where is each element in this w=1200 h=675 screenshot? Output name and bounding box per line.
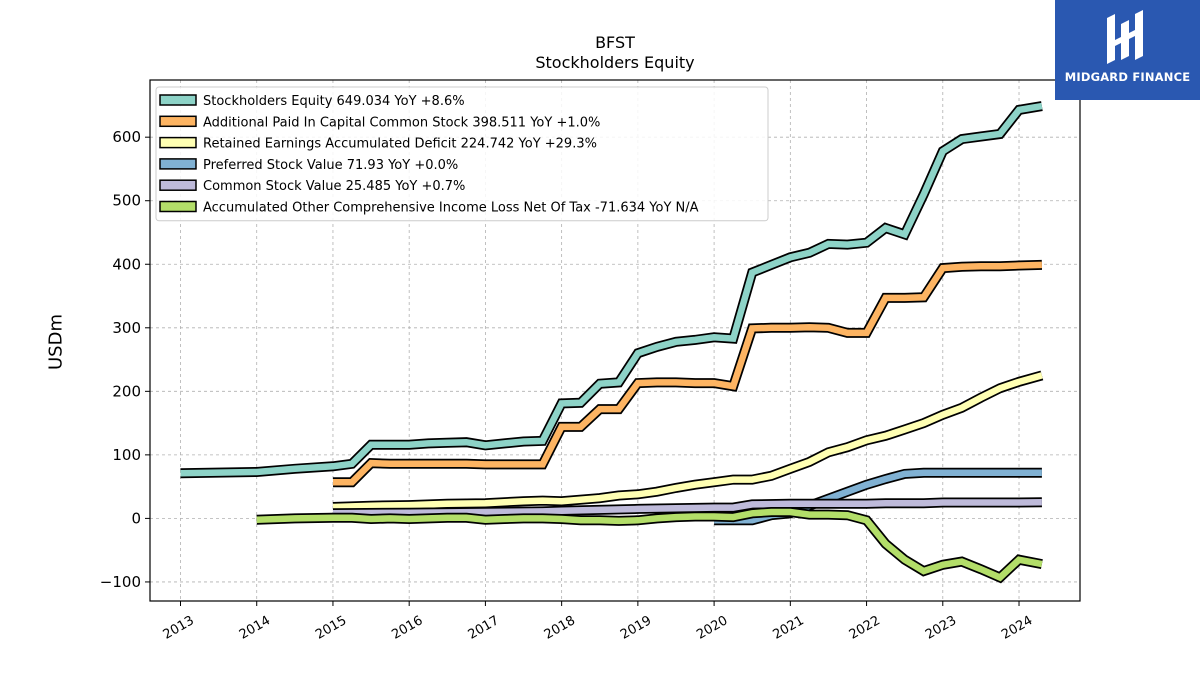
series-line <box>333 261 1042 486</box>
x-tick-label: 2023 <box>923 613 959 643</box>
x-tick-label: 2013 <box>161 613 197 643</box>
y-tick-label: 600 <box>112 128 141 146</box>
y-tick-label: 300 <box>112 319 141 337</box>
x-tick-label: 2020 <box>694 613 730 643</box>
series-line-outline <box>333 259 1043 488</box>
chart-title: BFST <box>595 33 635 52</box>
x-tick-label: 2021 <box>770 613 806 643</box>
legend-label: Accumulated Other Comprehensive Income L… <box>203 201 699 216</box>
x-tick-label: 2014 <box>237 613 273 643</box>
series-group <box>180 101 1044 584</box>
y-tick-label: 100 <box>112 446 141 464</box>
plot-frame <box>149 79 1081 602</box>
legend-swatch <box>159 179 197 191</box>
legend-label: Retained Earnings Accumulated Deficit 22… <box>203 137 597 152</box>
legend-label: Common Stock Value 25.485 YoY +0.7% <box>203 179 465 194</box>
legend-swatch <box>159 200 197 213</box>
series-line <box>180 102 1043 477</box>
x-tick-label: 2019 <box>618 613 654 643</box>
legend-swatch <box>159 94 197 106</box>
legend-label: Stockholders Equity 649.034 YoY +8.6% <box>203 94 465 109</box>
x-tick-label: 2016 <box>389 613 425 643</box>
x-tick-label: 2018 <box>542 613 578 643</box>
x-tick-label: 2022 <box>847 613 883 643</box>
series-line <box>332 498 1042 517</box>
y-tick-label: 500 <box>112 192 141 210</box>
y-tick-label: −100 <box>100 573 141 591</box>
y-axis-label: USDm <box>45 314 67 370</box>
y-tick-label: 200 <box>112 382 141 400</box>
brand-name: MIDGARD FINANCE <box>1064 70 1191 84</box>
midgard-logo-icon <box>1107 10 1143 64</box>
legend-swatch <box>159 115 197 128</box>
y-tick-label: 0 <box>131 509 141 527</box>
chart-subtitle: Stockholders Equity <box>535 53 695 72</box>
x-tick-label: 2017 <box>466 613 502 643</box>
midgard-finance-logo: MIDGARD FINANCE <box>1055 0 1200 100</box>
legend-label: Additional Paid In Capital Common Stock … <box>203 115 600 130</box>
y-tick-label: 400 <box>112 255 141 273</box>
legend-label: Preferred Stock Value 71.93 YoY +0.0% <box>203 158 458 173</box>
series-line <box>256 508 1043 582</box>
x-tick-label: 2024 <box>999 613 1035 643</box>
series-line <box>332 372 1043 511</box>
legend-swatch <box>159 136 197 149</box>
legend-swatch <box>159 158 197 170</box>
legend-box <box>155 86 769 222</box>
x-tick-label: 2015 <box>313 613 349 643</box>
